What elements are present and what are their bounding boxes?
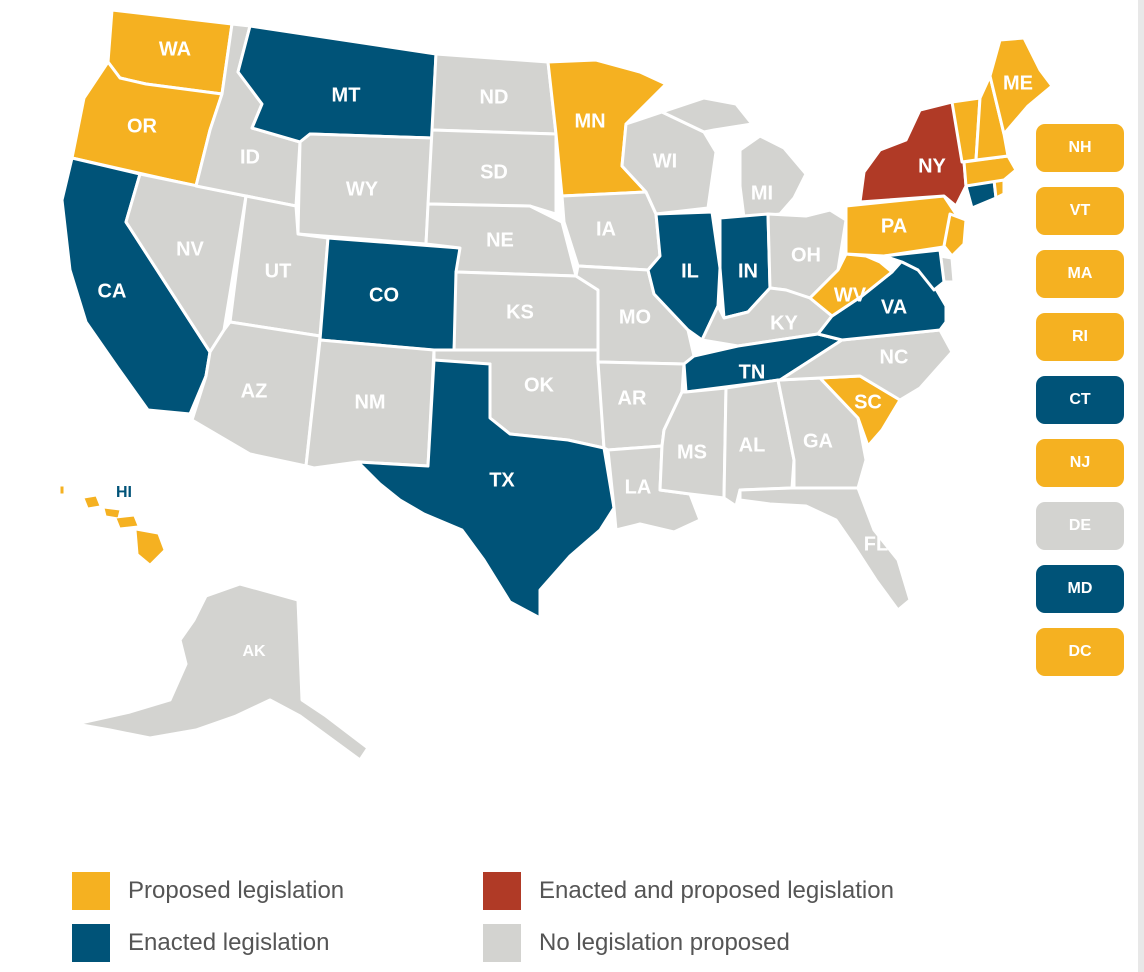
label-CA: CA: [98, 280, 127, 302]
state-ME[interactable]: [988, 36, 1054, 136]
label-KS: KS: [506, 301, 534, 323]
legend-swatch-proposed: [72, 872, 110, 910]
state-MI-upper[interactable]: [660, 96, 754, 134]
legend-label: Proposed legislation: [128, 877, 345, 904]
label-PA: PA: [881, 215, 907, 237]
legend-item-both: Enacted and proposed legislation: [483, 872, 913, 910]
label-SC: SC: [854, 391, 882, 413]
legend-label: Enacted legislation: [128, 929, 330, 956]
label-KY: KY: [770, 312, 798, 334]
badge-DC[interactable]: DC: [1036, 628, 1124, 676]
label-MO: MO: [619, 306, 651, 328]
label-NM: NM: [354, 391, 385, 413]
label-ID: ID: [240, 146, 260, 168]
badge-VT[interactable]: VT: [1036, 187, 1124, 235]
badge-RI[interactable]: RI: [1036, 313, 1124, 361]
label-MT: MT: [332, 84, 361, 106]
state-NY[interactable]: [858, 100, 968, 208]
label-ND: ND: [480, 86, 509, 108]
label-OK: OK: [524, 374, 555, 396]
us-map: WA OR CA NV ID MT WY UT AZ CO NM ND SD N…: [59, 8, 1054, 762]
badge-MA[interactable]: MA: [1036, 250, 1124, 298]
label-IL: IL: [681, 260, 699, 282]
label-AK: AK: [242, 643, 266, 660]
label-MI: MI: [751, 182, 773, 204]
badge-DE[interactable]: DE: [1036, 502, 1124, 550]
label-NV: NV: [176, 238, 204, 260]
state-HI[interactable]: [59, 485, 165, 565]
label-MN: MN: [574, 110, 605, 132]
label-LA: LA: [625, 476, 652, 498]
label-VA: VA: [881, 296, 907, 318]
badge-MD[interactable]: MD: [1036, 565, 1124, 613]
state-TX[interactable]: [356, 358, 616, 620]
state-NH[interactable]: [974, 74, 1010, 162]
state-AK[interactable]: [74, 582, 370, 762]
legend-label: No legislation proposed: [539, 929, 790, 956]
state-IL[interactable]: [646, 210, 722, 342]
label-WV: WV: [834, 284, 867, 306]
badge-NH[interactable]: NH: [1036, 124, 1124, 172]
badge-NJ[interactable]: NJ: [1036, 439, 1124, 487]
scrollbar[interactable]: [1138, 0, 1144, 972]
state-labels: WA OR CA NV ID MT WY UT AZ CO NM ND SD N…: [98, 38, 1033, 660]
label-TN: TN: [739, 361, 766, 383]
label-NY: NY: [918, 155, 946, 177]
label-GA: GA: [803, 430, 833, 452]
label-NE: NE: [486, 229, 514, 251]
label-UT: UT: [265, 260, 292, 282]
label-NC: NC: [880, 346, 909, 368]
small-state-badges: NH VT MA RI CT NJ DE MD DC: [1036, 124, 1124, 676]
label-TX: TX: [489, 469, 515, 491]
label-CO: CO: [369, 284, 399, 306]
state-MI[interactable]: [738, 134, 808, 220]
label-ME: ME: [1003, 72, 1033, 94]
legend-item-none: No legislation proposed: [483, 924, 913, 962]
state-WY[interactable]: [296, 132, 434, 246]
legend-swatch-none: [483, 924, 521, 962]
legend-swatch-enacted: [72, 924, 110, 962]
legend-swatch-both: [483, 872, 521, 910]
legend-label: Enacted and proposed legislation: [539, 877, 894, 904]
label-SD: SD: [480, 161, 508, 183]
state-FL[interactable]: [738, 486, 912, 612]
label-AZ: AZ: [241, 380, 268, 402]
label-OR: OR: [127, 115, 158, 137]
label-MS: MS: [677, 441, 707, 463]
state-NJ[interactable]: [942, 212, 968, 258]
label-OH: OH: [791, 244, 821, 266]
label-WA: WA: [159, 38, 191, 60]
label-FL: FL: [864, 533, 888, 555]
legend-item-enacted: Enacted legislation: [72, 924, 483, 962]
label-AL: AL: [739, 434, 766, 456]
label-WI: WI: [653, 150, 677, 172]
state-MD[interactable]: [882, 248, 946, 292]
label-IA: IA: [596, 218, 616, 240]
label-WY: WY: [346, 178, 379, 200]
legend-item-proposed: Proposed legislation: [72, 872, 483, 910]
badge-CT[interactable]: CT: [1036, 376, 1124, 424]
legend: Proposed legislation Enacted and proposed…: [72, 872, 913, 962]
label-IN: IN: [738, 260, 758, 282]
state-SD[interactable]: [426, 128, 558, 216]
label-HI: HI: [116, 484, 132, 501]
label-AR: AR: [618, 387, 647, 409]
